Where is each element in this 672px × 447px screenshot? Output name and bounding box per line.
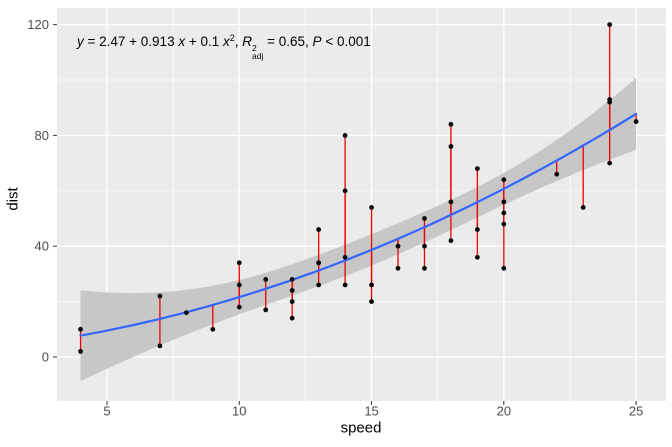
data-point (342, 254, 348, 260)
data-point (342, 132, 348, 138)
data-point (78, 326, 83, 332)
data-point (395, 243, 401, 249)
data-point (369, 299, 374, 304)
data-point (369, 205, 374, 210)
data-point (263, 277, 269, 282)
y-tick-label: 80 (35, 128, 49, 143)
equation-x-var2: x (223, 34, 230, 49)
data-point (263, 307, 269, 313)
x-tick-label: 15 (364, 404, 378, 419)
x-tick-label: 20 (497, 404, 511, 419)
data-point (78, 349, 83, 354)
data-point (422, 243, 427, 249)
equation-x-exponent: 2 (229, 33, 235, 43)
data-point (422, 265, 427, 271)
data-point (289, 277, 295, 282)
equation-p-var: P (312, 34, 322, 49)
equation-seg3: , (234, 34, 243, 49)
data-point (474, 227, 480, 232)
data-point (607, 160, 613, 166)
data-point (474, 254, 480, 260)
y-tick-label: 0 (42, 349, 49, 364)
data-point (236, 304, 242, 310)
data-point (210, 326, 216, 332)
equation-r-superscript: 2 (252, 43, 257, 53)
equation-y-var: y (77, 34, 84, 49)
regression-line (79, 112, 638, 337)
data-point (580, 205, 586, 210)
x-tick-label: 10 (232, 404, 246, 419)
y-tick-label: 40 (35, 239, 49, 254)
data-point (316, 282, 322, 288)
y-tick-label: 120 (27, 17, 49, 32)
data-point (501, 199, 507, 205)
data-point (316, 260, 322, 266)
data-point (422, 216, 427, 221)
x-tick-label: 5 (103, 404, 110, 419)
equation-seg5: < 0.001 (321, 34, 371, 49)
equation-r-var: R (242, 34, 253, 49)
x-tick-label: 25 (629, 404, 643, 419)
data-point (501, 221, 507, 227)
data-point (554, 171, 560, 177)
equation-r-subscript: adj (252, 51, 264, 62)
regression-equation: y = 2.47 + 0.913 x + 0.1 x2, R 2 adj = 0.6… (77, 33, 371, 60)
data-point (448, 144, 454, 149)
data-point (607, 22, 613, 28)
data-point (157, 343, 163, 349)
data-point (448, 238, 454, 244)
y-axis-title: dist (4, 187, 22, 211)
data-point (183, 310, 189, 316)
equation-r-scripts: 2 adj (252, 43, 264, 62)
data-point (342, 188, 348, 194)
data-point (289, 315, 295, 321)
data-point (369, 282, 374, 288)
data-point (501, 210, 507, 216)
equation-x-var1: x (178, 34, 186, 49)
data-point (448, 199, 454, 205)
data-point (236, 282, 242, 288)
data-point (633, 119, 639, 124)
data-point (289, 299, 295, 304)
data-point (342, 282, 348, 288)
data-point (316, 227, 322, 232)
x-axis-title: speed (340, 419, 382, 437)
data-point (157, 293, 163, 299)
data-point (236, 260, 242, 266)
equation-seg4: = 0.65, (263, 34, 313, 49)
data-point (289, 288, 295, 293)
equation-seg2: + 0.1 (185, 34, 223, 49)
data-point (607, 96, 613, 102)
data-point (501, 265, 507, 271)
data-point (474, 166, 480, 172)
data-point (501, 177, 507, 183)
data-point (448, 121, 454, 127)
data-point (395, 265, 401, 271)
confidence-ribbon (80, 77, 637, 382)
equation-seg1: = 2.47 + 0.913 (83, 34, 179, 49)
